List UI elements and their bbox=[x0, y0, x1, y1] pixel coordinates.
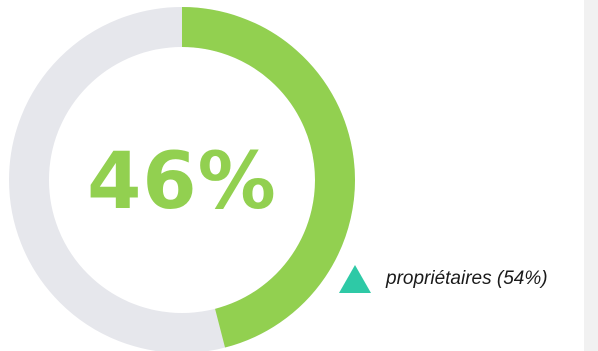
legend: propriétaires (54%) bbox=[338, 264, 548, 294]
donut-value-slice bbox=[181, 7, 355, 348]
triangle-icon bbox=[339, 265, 371, 293]
center-percentage: 46% bbox=[87, 137, 277, 227]
donut-chart bbox=[9, 7, 355, 351]
side-panel bbox=[584, 0, 598, 351]
legend-label: propriétaires (54%) bbox=[386, 268, 548, 289]
